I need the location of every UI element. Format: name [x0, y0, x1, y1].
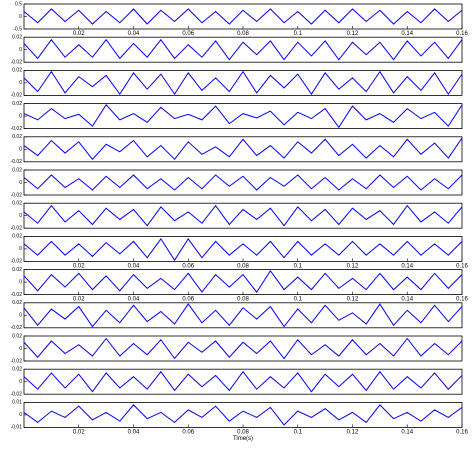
y-tick-label: -0.5: [13, 26, 22, 32]
axes-frame: [23, 136, 463, 163]
x-tick-label: 0.04: [128, 297, 140, 303]
axes-frame: [23, 368, 463, 395]
y-tick-label: 0.02: [12, 101, 22, 107]
x-tick-label: 0.1: [294, 297, 303, 303]
x-tick-label: 0.12: [347, 263, 359, 269]
y-tick-label: 0.02: [12, 68, 22, 74]
y-tick-label: -0.02: [11, 392, 23, 398]
x-tick-label: 0.14: [401, 429, 413, 435]
y-tick-label: -0.02: [11, 292, 23, 298]
y-tick-label: 0: [19, 14, 22, 20]
x-tick-label: 0.16: [456, 297, 468, 303]
y-tick-label: -0.02: [11, 192, 23, 198]
y-tick-label: 0.02: [12, 367, 22, 373]
y-tick-label: 0: [19, 180, 22, 186]
x-tick-label: 0.14: [401, 31, 413, 37]
y-tick-label: 0: [19, 379, 22, 385]
y-tick-label: 0.02: [12, 300, 22, 306]
x-tick-label: 0.12: [347, 31, 359, 37]
y-tick-label: -0.02: [11, 60, 23, 66]
axes-frame: [23, 269, 463, 296]
axes-frame: [23, 103, 463, 129]
signal-line: [23, 8, 463, 25]
x-tick-label: 0.02: [73, 31, 85, 37]
y-tick-label: 0: [19, 246, 22, 252]
signal-line: [23, 238, 463, 262]
y-tick-label: 0.02: [12, 134, 22, 140]
y-tick-label: 0: [19, 147, 22, 153]
signal-line: [23, 404, 463, 426]
axes-frame: [23, 70, 463, 96]
axes-frame: [23, 335, 463, 362]
y-tick-label: 0: [19, 113, 22, 119]
x-tick-label: 0.16: [456, 429, 468, 435]
signal-line: [23, 337, 463, 360]
x-tick-label: 0.16: [456, 263, 468, 269]
x-tick-label: 0.06: [182, 429, 194, 435]
x-tick-label: 0.06: [182, 297, 194, 303]
axes-frame: [23, 235, 463, 262]
y-tick-label: 0.5: [15, 1, 22, 7]
y-tick-label: 0: [19, 80, 22, 86]
x-tick-label: 0.06: [182, 31, 194, 37]
x-tick-label: 0.04: [128, 429, 140, 435]
x-tick-label: 0.1: [294, 31, 303, 37]
y-tick-label: 0: [19, 213, 22, 219]
signal-line: [23, 70, 463, 96]
x-tick-label: 0.14: [401, 263, 413, 269]
x-tick-label: 0.14: [401, 297, 413, 303]
x-tick-label: 0.16: [456, 31, 468, 37]
signal-line: [23, 38, 463, 61]
y-tick-label: -0.01: [11, 425, 23, 431]
x-tick-label: 0.04: [128, 31, 140, 37]
axes-frame: [23, 202, 463, 229]
y-tick-label: 0.02: [12, 201, 22, 207]
y-tick-label: -0.02: [11, 126, 23, 132]
x-tick-label: 0.02: [73, 429, 85, 435]
y-tick-label: -0.02: [11, 159, 23, 165]
signal-line: [23, 204, 463, 227]
y-tick-label: -0.02: [11, 226, 23, 232]
y-tick-label: 0: [19, 47, 22, 53]
signal-line: [23, 303, 463, 328]
y-tick-label: 0.02: [12, 267, 22, 273]
y-tick-label: 0.02: [12, 35, 22, 41]
signal-line: [23, 137, 463, 161]
axes-frame: [23, 302, 463, 329]
x-tick-label: 0.08: [237, 429, 249, 435]
signal-line: [23, 269, 463, 293]
axes-frame: [23, 3, 463, 30]
x-axis-label: Time(s): [233, 436, 253, 442]
x-tick-label: 0.04: [128, 263, 140, 269]
x-tick-label: 0.12: [347, 297, 359, 303]
signal-line: [23, 104, 463, 129]
x-tick-label: 0.02: [73, 297, 85, 303]
x-tick-label: 0.08: [237, 263, 249, 269]
y-tick-label: 0.01: [12, 400, 22, 406]
y-tick-label: -0.02: [11, 259, 23, 265]
x-tick-label: 0.08: [237, 31, 249, 37]
signal-line: [23, 174, 463, 191]
y-tick-label: -0.02: [11, 93, 23, 99]
y-tick-label: 0.02: [12, 167, 22, 173]
y-tick-label: -0.02: [11, 358, 23, 364]
axes-frame: [23, 401, 463, 428]
signal-line: [23, 370, 463, 393]
x-tick-label: 0.06: [182, 263, 194, 269]
x-tick-label: 0.1: [294, 429, 303, 435]
x-tick-label: 0.1: [294, 263, 303, 269]
axes-frame: [23, 169, 463, 196]
x-tick-label: 0.12: [347, 429, 359, 435]
x-tick-label: 0.08: [237, 297, 249, 303]
y-tick-label: 0.02: [12, 333, 22, 339]
y-tick-label: -0.02: [11, 325, 23, 331]
y-tick-label: 0: [19, 346, 22, 352]
y-tick-label: 0: [19, 279, 22, 285]
x-tick-label: 0.02: [73, 263, 85, 269]
axes-frame: [23, 36, 463, 63]
y-tick-label: 0: [19, 412, 22, 418]
y-tick-label: 0.02: [12, 234, 22, 240]
y-tick-label: 0: [19, 313, 22, 319]
